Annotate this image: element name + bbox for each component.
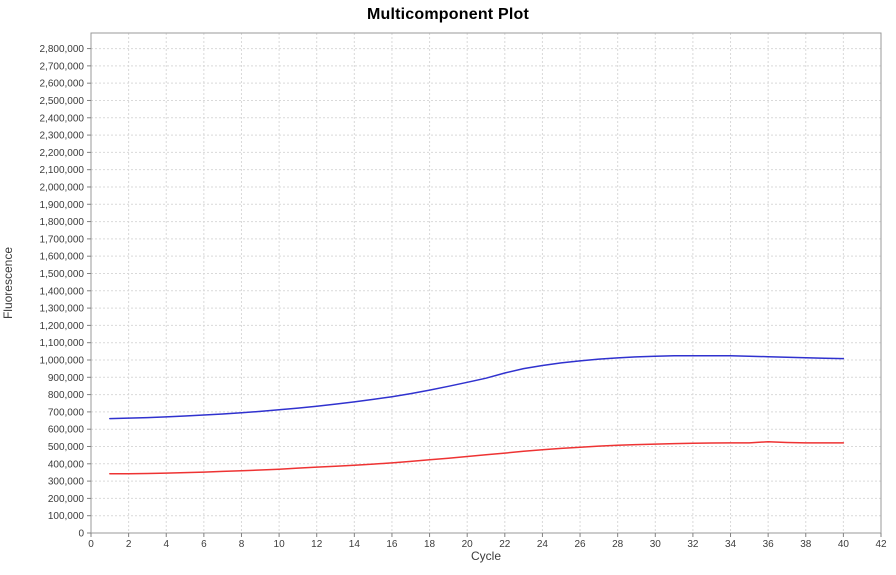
y-tick-label: 500,000 (48, 442, 85, 453)
series-line-dye-signal-blue (109, 354, 845, 420)
x-tick-label: 12 (311, 539, 323, 550)
x-tick-label: 40 (838, 539, 850, 550)
plot-border (90, 32, 882, 534)
x-tick-label: 0 (88, 539, 94, 550)
x-tick-label: 38 (800, 539, 812, 550)
y-tick-label: 200,000 (48, 494, 85, 505)
y-tick-label: 2,000,000 (40, 182, 85, 193)
y-tick-label: 2,500,000 (40, 96, 85, 107)
y-tick-label: 400,000 (48, 459, 85, 470)
x-tick-label: 2 (126, 539, 132, 550)
y-tick-label: 100,000 (48, 511, 85, 522)
y-tick-label: 2,700,000 (40, 61, 85, 72)
series-line-dye-signal-red (109, 440, 845, 475)
y-tick-label: 1,900,000 (40, 200, 85, 211)
y-tick-label: 1,600,000 (40, 252, 85, 263)
x-tick-label: 32 (687, 539, 699, 550)
chart-title: Multicomponent Plot (366, 6, 529, 23)
x-tick-label: 26 (574, 539, 586, 550)
x-tick-label: 36 (763, 539, 775, 550)
y-tick-label: 800,000 (48, 390, 85, 401)
y-tick-label: 600,000 (48, 425, 85, 436)
x-tick-label: 8 (239, 539, 245, 550)
y-tick-label: 300,000 (48, 477, 85, 488)
y-tick-label: 2,300,000 (40, 131, 85, 142)
x-axis-title: Cycle (470, 549, 501, 563)
x-tick-label: 20 (462, 539, 474, 550)
y-tick-label: 2,100,000 (40, 165, 85, 176)
x-tick-label: 14 (349, 539, 361, 550)
y-tick-label: 1,700,000 (40, 234, 85, 245)
y-tick-label: 2,400,000 (40, 113, 85, 124)
x-tick-label: 24 (537, 539, 549, 550)
x-tick-label: 34 (725, 539, 737, 550)
y-tick-label: 2,800,000 (40, 44, 85, 55)
x-tick-label: 4 (163, 539, 169, 550)
y-tick-label: 700,000 (48, 407, 85, 418)
y-tick-label: 900,000 (48, 373, 85, 384)
x-tick-label: 10 (274, 539, 286, 550)
y-tick-label: 2,200,000 (40, 148, 85, 159)
y-tick-label: 2,600,000 (40, 79, 85, 90)
x-tick-label: 22 (499, 539, 511, 550)
x-tick-label: 16 (386, 539, 398, 550)
x-tick-label: 28 (612, 539, 624, 550)
x-tick-label: 42 (875, 539, 887, 550)
x-tick-label: 6 (201, 539, 207, 550)
y-tick-label: 1,100,000 (40, 338, 85, 349)
y-tick-label: 1,200,000 (40, 321, 85, 332)
y-tick-label: 1,400,000 (40, 286, 85, 297)
y-axis-title: Fluorescence (1, 246, 15, 320)
y-tick-label: 1,300,000 (40, 304, 85, 315)
y-tick-label: 0 (78, 529, 84, 540)
y-tick-label: 1,500,000 (40, 269, 85, 280)
y-tick-label: 1,800,000 (40, 217, 85, 228)
x-tick-label: 30 (650, 539, 662, 550)
y-tick-label: 1,000,000 (40, 355, 85, 366)
x-tick-label: 18 (424, 539, 436, 550)
